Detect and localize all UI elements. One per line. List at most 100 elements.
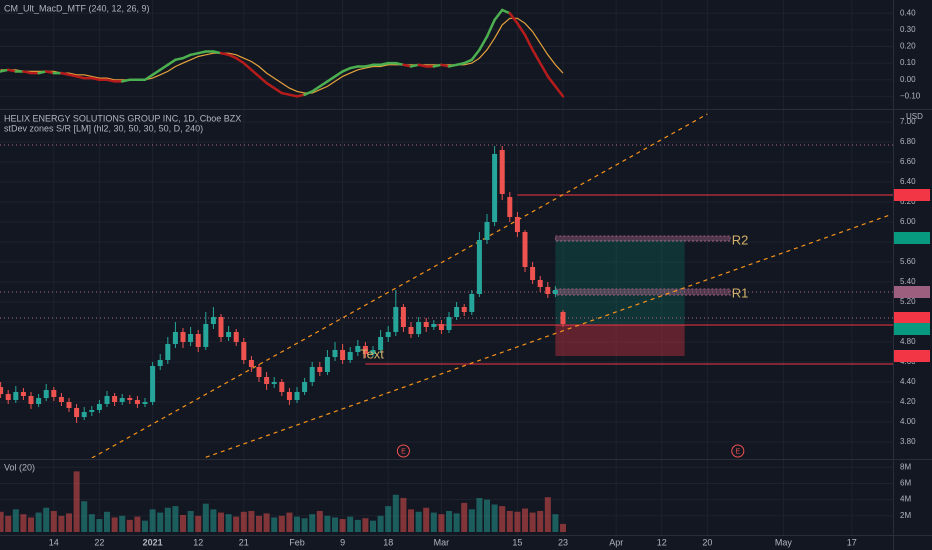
x-tick-label: 15	[512, 537, 522, 547]
volume-bar	[408, 509, 415, 532]
macd-segment	[189, 51, 200, 57]
macd-title: CM_Ult_MacD_MTF (240, 12, 26, 9)	[4, 3, 150, 13]
candle-body	[203, 324, 209, 347]
macd-segment	[470, 48, 481, 62]
candle-body	[454, 307, 460, 317]
volume-bar	[134, 516, 141, 532]
volume-bar	[271, 517, 278, 532]
axis-marker	[894, 323, 930, 335]
macd-segment	[196, 50, 208, 55]
macd-segment	[485, 18, 496, 38]
candle-body	[66, 402, 72, 408]
macd-segment	[272, 86, 284, 95]
volume-bar	[400, 498, 407, 532]
x-tick-label: 2021	[143, 537, 163, 547]
candle-body	[370, 350, 376, 354]
candle-body	[89, 410, 95, 412]
volume-bar	[423, 507, 430, 532]
loss-zone	[555, 325, 685, 356]
candle-body	[264, 377, 270, 384]
macd-segment	[22, 70, 33, 75]
y-tick-label: 6.20	[900, 197, 916, 206]
volume-bar	[66, 513, 73, 532]
candle-body	[347, 352, 353, 360]
volume-bar	[362, 518, 369, 532]
candle-body	[233, 332, 239, 342]
grid	[0, 0, 893, 535]
candle-body	[119, 398, 125, 402]
candle-body	[271, 382, 277, 384]
axis-marker	[894, 286, 930, 298]
candle-body	[340, 350, 346, 360]
candle-body	[499, 150, 505, 194]
x-tick-label: 12	[657, 537, 667, 547]
macd-segment	[181, 53, 192, 60]
macd-segment	[318, 80, 329, 88]
signal-line	[0, 17, 564, 94]
macd-segment	[288, 93, 299, 98]
volume-bar	[104, 511, 111, 532]
candle-body	[530, 267, 536, 280]
annotation: Text	[360, 346, 384, 361]
candle-body	[81, 412, 87, 417]
volume-bar	[354, 519, 361, 532]
y-tick-label: 5.40	[900, 277, 916, 286]
volume-bar	[278, 515, 285, 532]
candle-body	[393, 307, 399, 332]
volume-bar	[316, 510, 323, 532]
volume-bar	[195, 515, 202, 532]
volume-bar	[522, 508, 529, 532]
macd-segment	[37, 70, 48, 75]
volume-pane	[0, 471, 567, 532]
x-tick-label: Mar	[434, 537, 450, 547]
candle-body	[134, 400, 140, 404]
candle-body	[241, 342, 247, 360]
y-tick-label: 4.00	[900, 417, 916, 426]
macd-segment	[417, 63, 428, 68]
candle-body	[332, 350, 338, 357]
candle-body	[416, 322, 422, 334]
candle-body	[552, 290, 558, 294]
candle-body	[28, 396, 34, 404]
macd-segment	[60, 71, 71, 77]
volume-bar	[491, 504, 498, 532]
macd-segment	[394, 61, 405, 67]
volume-bar	[5, 515, 12, 532]
volume-bar	[218, 512, 225, 532]
macd-segment	[379, 61, 390, 67]
candle-body	[127, 398, 133, 400]
candle-body	[142, 402, 148, 404]
candle-body	[218, 317, 224, 337]
candle-body	[469, 294, 475, 312]
candle-body	[355, 346, 361, 352]
macd-segment	[348, 65, 360, 70]
x-tick-label: 12	[193, 537, 203, 547]
volume-bar	[164, 507, 171, 532]
volume-bar	[499, 506, 506, 532]
earnings-marker	[396, 444, 410, 458]
y-tick-label: 3.80	[900, 437, 916, 446]
macd-segment	[219, 51, 230, 57]
macd-tick-label: 0.00	[900, 75, 916, 84]
candle-body	[74, 408, 80, 417]
candle-body	[13, 392, 19, 400]
candle-body	[279, 382, 285, 392]
volume-bar	[73, 471, 80, 532]
x-tick-label: 20	[702, 537, 712, 547]
macd-tick-label: 0.30	[900, 25, 916, 34]
candle-body	[36, 398, 42, 404]
macd-segment	[500, 8, 512, 15]
macd-segment	[432, 63, 443, 68]
currency: USD	[906, 112, 923, 121]
macd-segment	[341, 66, 352, 73]
candle-body	[431, 324, 437, 327]
macd-segment	[409, 63, 420, 68]
macd-segment	[546, 75, 557, 88]
x-tick-label: May	[775, 537, 793, 547]
earnings-marker	[731, 444, 745, 458]
volume-bar	[149, 509, 156, 532]
macd-segment	[402, 63, 413, 68]
sr-zone	[554, 288, 731, 296]
